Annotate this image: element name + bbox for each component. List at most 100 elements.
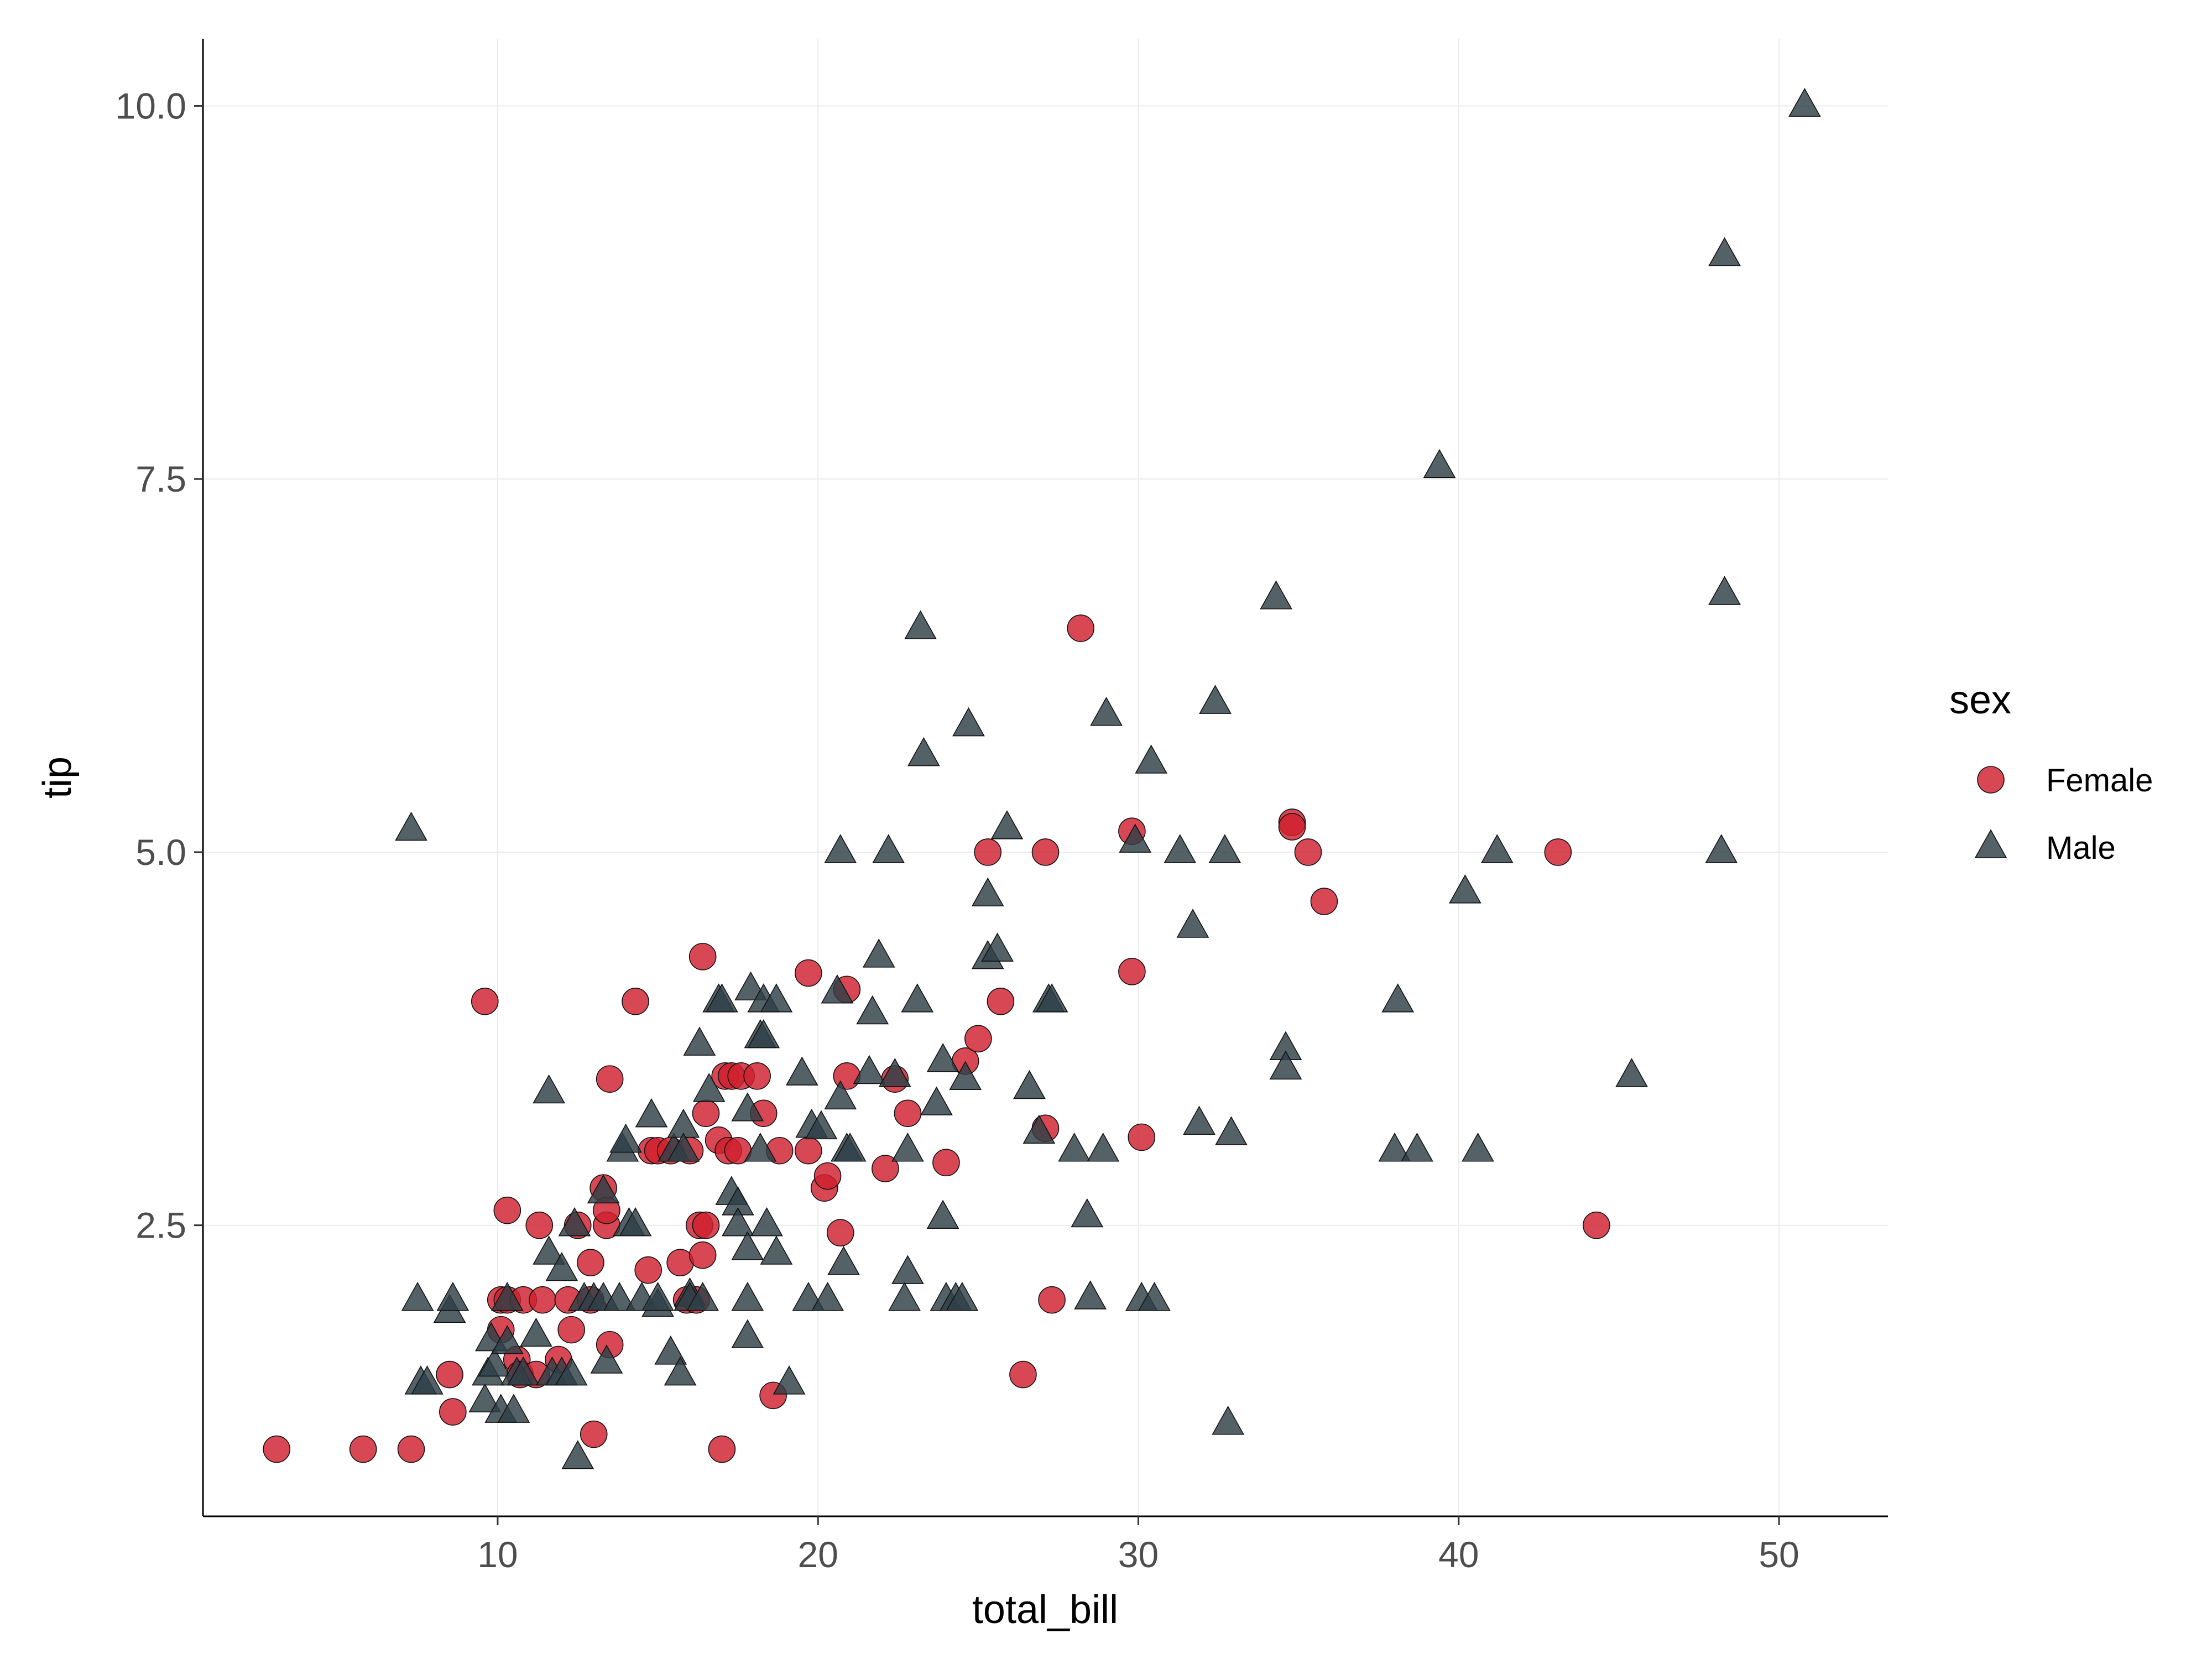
male-point [1164,834,1197,863]
male-point [824,834,857,863]
female-point [596,1065,624,1093]
male-point [853,1055,886,1084]
male-point [436,1282,469,1311]
male-point [558,1207,591,1237]
male-point [667,1133,700,1162]
male-point [590,1344,623,1374]
female-point [1544,838,1572,866]
male-point [478,1347,511,1377]
male-point [1705,834,1738,863]
male-point [949,1061,982,1090]
male-point [692,1073,726,1102]
legend-female-key [1977,766,2005,794]
male-point [411,1365,444,1395]
male-point [872,834,905,863]
female-point [1067,614,1095,642]
male-point [785,1056,818,1086]
x-tick-label: 10 [477,1534,518,1575]
male-point [731,1282,764,1311]
y-tick-label: 10.0 [116,85,186,126]
male-point [1071,1198,1104,1228]
male-point [686,1282,719,1311]
female-point [1278,813,1306,841]
x-tick-label: 20 [798,1534,838,1575]
female-point [688,1241,717,1269]
male-point [1480,834,1514,863]
male-point [561,1440,594,1469]
male-point [1074,1280,1107,1310]
female-point [634,1256,662,1284]
male-point [731,1231,764,1260]
x-tick-label: 50 [1759,1534,1799,1575]
female-point [795,959,822,987]
male-point [1615,1058,1648,1087]
male-point [833,1133,867,1162]
female-point [708,1435,736,1463]
female-point [1118,958,1146,985]
male-point [811,1282,844,1311]
male-point [1183,1105,1215,1135]
male-point [891,1255,924,1284]
legend: sex Female Male [1949,678,2153,866]
male-point [901,983,934,1013]
male-point [760,983,793,1013]
female-point [436,1360,463,1389]
male-point [497,1394,530,1423]
female-point [692,1099,720,1128]
female-point [743,1062,771,1090]
male-point [971,877,1004,907]
male-point [468,1383,502,1412]
male-point [587,1174,620,1204]
female-point [1031,838,1060,866]
male-point [491,1325,524,1354]
male-point [824,1080,857,1110]
male-point [1022,1114,1056,1144]
male-point [722,1207,754,1237]
male-point [1708,237,1741,267]
male-point [1260,580,1292,609]
male-point [891,1133,924,1162]
female-point [964,1025,992,1053]
male-point [1381,983,1415,1013]
male-point [888,1282,921,1311]
y-tick-label: 7.5 [135,458,186,499]
male-point [952,707,985,737]
male-point [1708,576,1741,605]
male-point [533,1074,565,1104]
male-point [1423,448,1456,478]
male-point [1199,685,1232,714]
female-point [471,988,499,1015]
female-point [894,1099,922,1128]
male-point [750,1207,783,1237]
male-point [533,1235,565,1265]
female-point [397,1435,425,1463]
female-point [795,1136,822,1165]
female-point [872,1155,899,1182]
female-point [349,1435,377,1463]
female-point [1038,1286,1066,1314]
male-point [990,810,1024,839]
female-point [833,1062,861,1090]
male-point [907,737,940,766]
female-point [932,1149,960,1177]
male-point [706,983,738,1013]
male-point [805,1110,838,1140]
male-point [609,1123,643,1153]
male-point [555,1356,588,1386]
male-point [1269,1050,1302,1080]
female-point [1310,888,1338,915]
female-point [622,988,649,1015]
male-point [731,1319,764,1348]
male-point [545,1252,578,1281]
male-point [744,1133,777,1162]
y-tick-label: 5.0 [135,832,186,873]
male-point [491,1282,524,1311]
male-point [395,811,427,841]
male-point [1138,1282,1171,1311]
female-point [525,1211,554,1239]
male-point [1090,697,1123,726]
female-point [813,1162,842,1190]
female-point [1009,1360,1037,1389]
axes [202,39,1888,1517]
